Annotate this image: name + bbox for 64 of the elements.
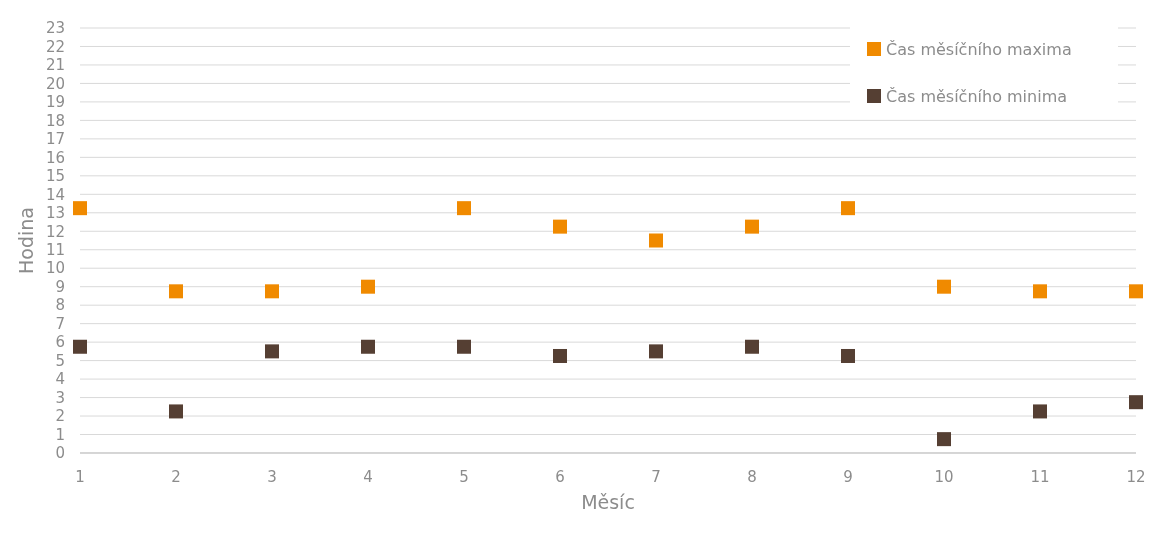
legend-label: Čas měsíčního maxima xyxy=(886,39,1072,59)
point xyxy=(553,219,567,234)
point xyxy=(169,284,183,299)
point xyxy=(1033,284,1047,299)
y-tick-label: 22 xyxy=(45,37,65,56)
y-tick-label: 3 xyxy=(55,388,65,407)
x-tick-label: 4 xyxy=(363,468,373,486)
point xyxy=(265,284,279,299)
x-tick-label: 3 xyxy=(267,468,277,486)
point xyxy=(361,279,375,294)
x-tick-label: 6 xyxy=(555,468,565,486)
y-tick-label: 10 xyxy=(45,259,65,278)
point xyxy=(937,279,951,294)
point xyxy=(553,348,567,363)
y-axis-title: Hodina xyxy=(15,207,37,274)
y-tick-label: 2 xyxy=(55,407,65,426)
point xyxy=(457,201,471,216)
y-tick-label: 18 xyxy=(45,111,65,130)
x-tick-label: 7 xyxy=(651,468,661,486)
y-tick-label: 8 xyxy=(55,296,65,315)
y-tick-label: 5 xyxy=(55,351,65,370)
point xyxy=(649,344,663,359)
y-tick-label: 13 xyxy=(45,204,65,223)
point xyxy=(937,432,951,447)
x-tick-label: 1 xyxy=(75,468,85,486)
x-tick-label: 9 xyxy=(843,468,853,486)
point xyxy=(73,339,87,354)
point xyxy=(841,348,855,363)
y-tick-label: 23 xyxy=(45,19,65,38)
y-tick-label: 0 xyxy=(55,444,65,463)
point xyxy=(745,339,759,354)
x-tick-label: 11 xyxy=(1030,468,1050,486)
x-tick-label: 10 xyxy=(934,468,954,486)
y-tick-label: 21 xyxy=(45,56,65,75)
point xyxy=(649,233,663,248)
y-tick-label: 9 xyxy=(55,277,65,296)
point xyxy=(73,201,87,216)
legend-label: Čas měsíčního minima xyxy=(886,86,1068,106)
x-axis-title: Měsíc xyxy=(581,491,635,513)
x-tick-label: 8 xyxy=(747,468,757,486)
y-tick-label: 14 xyxy=(45,185,65,204)
point xyxy=(1129,284,1143,299)
y-tick-label: 17 xyxy=(45,130,65,149)
point xyxy=(265,344,279,359)
x-tick-label: 5 xyxy=(459,468,469,486)
y-tick-label: 16 xyxy=(45,148,65,167)
y-tick-label: 6 xyxy=(55,333,65,352)
y-tick-label: 4 xyxy=(55,370,65,389)
y-tick-label: 12 xyxy=(45,222,65,241)
y-tick-label: 19 xyxy=(45,93,65,112)
point xyxy=(1033,404,1047,419)
point xyxy=(457,339,471,354)
point xyxy=(361,339,375,354)
y-tick-label: 15 xyxy=(45,167,65,186)
y-tick-label: 20 xyxy=(45,74,65,93)
point xyxy=(169,404,183,419)
y-tick-label: 11 xyxy=(45,240,65,259)
x-tick-label: 2 xyxy=(171,468,181,486)
x-tick-label: 12 xyxy=(1126,468,1146,486)
point xyxy=(745,219,759,234)
point xyxy=(1129,395,1143,410)
y-tick-label: 7 xyxy=(55,314,65,333)
y-tick-label: 1 xyxy=(55,425,65,444)
point xyxy=(841,201,855,216)
